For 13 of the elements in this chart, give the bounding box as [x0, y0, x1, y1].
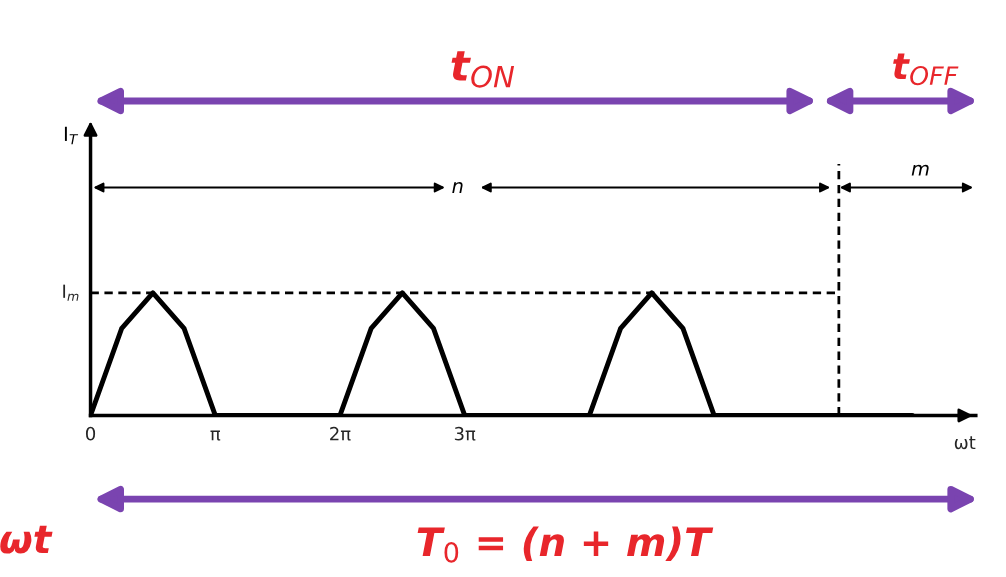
text: t$_{ON}$ — [451, 51, 515, 88]
ref-line-label: I$_{m}$ — [63, 284, 79, 301]
x-tick-label: 0 — [85, 426, 96, 441]
text: T$_{0}$ = (n + m)T — [417, 526, 714, 563]
x-tick-label: 3π — [454, 426, 476, 441]
x-axis-title: ωt — [954, 436, 976, 450]
text: n — [452, 182, 463, 193]
x-tick-label: 2π — [330, 426, 351, 441]
text: m — [911, 164, 929, 176]
text: t$_{OFF}$ — [893, 53, 959, 86]
text: ωt — [0, 525, 53, 554]
x-tick-label: π — [210, 430, 221, 441]
text: I$_{T}$ — [64, 126, 79, 145]
